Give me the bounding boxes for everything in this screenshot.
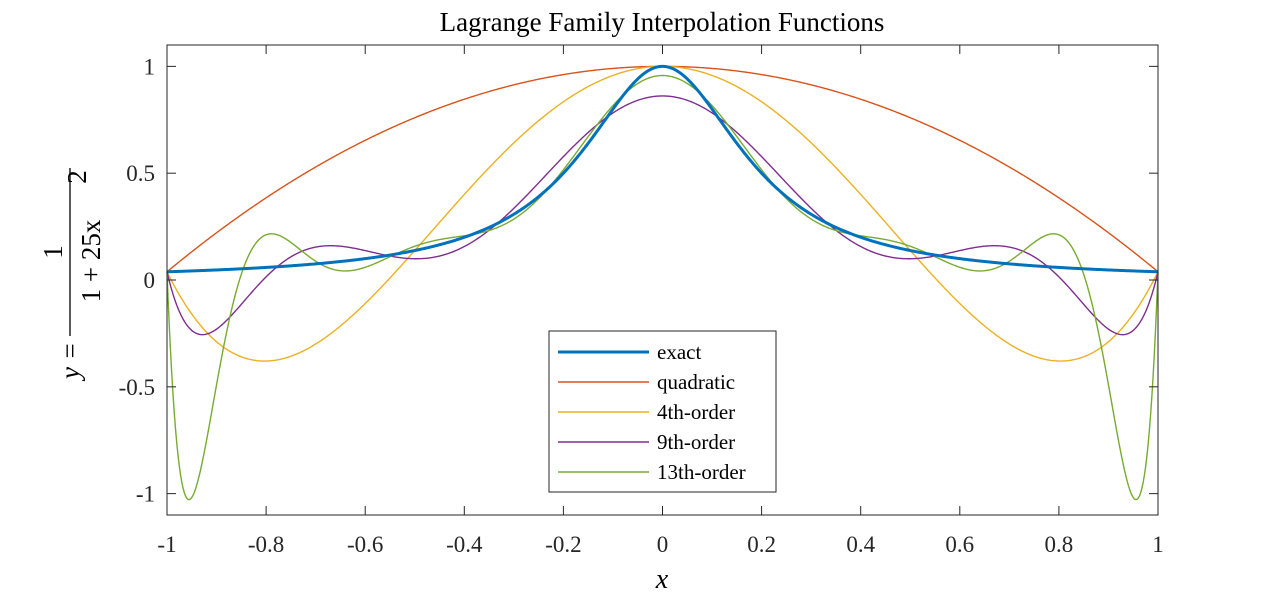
series-line-quadratic (166, 65, 1159, 273)
x-tick-labels: -1 -0.8 -0.6 -0.4 -0.2 0 0.2 0.4 0.6 0.8 1 (157, 532, 1163, 557)
legend-label: quadratic (657, 370, 735, 394)
y-tick-label: 0 (144, 268, 156, 293)
y-tick-label: 1 (144, 54, 156, 79)
legend: exact quadratic 4th-order 9th-order 13th-ord… (548, 330, 777, 493)
legend-label: 13th-order (657, 460, 746, 484)
y-axis-label-exponent: 2 (62, 170, 92, 184)
x-tick-label: -0.2 (545, 532, 581, 557)
y-tick-label: -0.5 (119, 375, 155, 400)
series-layer (166, 64, 1159, 501)
y-tick-label: 0.5 (126, 161, 155, 186)
y-axis-label-denominator: 1 + 25x (76, 219, 106, 302)
series-line-13th-order (166, 74, 1159, 501)
y-axis-label-numerator: 1 (38, 245, 68, 259)
x-tick-label: -0.8 (248, 532, 284, 557)
x-tick-label: 0.2 (747, 532, 776, 557)
x-tick-label: 0.6 (945, 532, 974, 557)
x-tick-label: -0.6 (347, 532, 383, 557)
y-tick-label: -1 (136, 482, 155, 507)
series-line-4th-order (166, 65, 1159, 362)
x-tick-label: 0.4 (846, 532, 875, 557)
chart-title: Lagrange Family Interpolation Functions (440, 7, 885, 37)
legend-label: exact (657, 340, 701, 364)
x-axis-label: x (655, 564, 669, 595)
series-line-9th-order (166, 95, 1159, 336)
series-line-exact (166, 64, 1159, 274)
y-axis-label: y = 1 1 + 25x 2 (38, 168, 106, 382)
x-tick-label: -0.4 (446, 532, 483, 557)
legend-label: 9th-order (657, 430, 735, 454)
tick-marks (166, 45, 1159, 515)
plot-area: -1 -0.8 -0.6 -0.4 -0.2 0 0.2 0.4 0.6 0.8 1 -1 -0.5 0… (119, 44, 1164, 557)
y-tick-labels: -1 -0.5 0 0.5 1 (119, 54, 155, 506)
x-tick-label: -1 (157, 532, 176, 557)
x-tick-label: 1 (1152, 532, 1164, 557)
legend-label: 4th-order (657, 400, 735, 424)
x-tick-label: 0 (657, 532, 669, 557)
y-axis-label-lhs: y = (55, 342, 85, 382)
x-tick-label: 0.8 (1045, 532, 1074, 557)
